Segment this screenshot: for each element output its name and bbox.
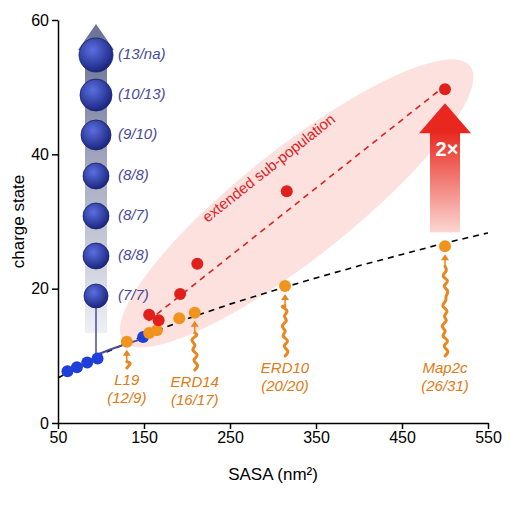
point bbox=[92, 353, 104, 365]
point bbox=[189, 307, 201, 319]
point bbox=[173, 312, 185, 324]
tick-mark bbox=[488, 423, 490, 429]
point bbox=[153, 314, 165, 326]
structure bbox=[127, 362, 130, 368]
globular-label: (7/7) bbox=[118, 286, 149, 303]
tick: 550 bbox=[475, 423, 502, 446]
chart: 50 150 250 350 450 550 0 20 40 60 SASA (nm²) charge… bbox=[0, 0, 511, 510]
pointer-head bbox=[281, 294, 289, 300]
decorations bbox=[78, 23, 504, 384]
protein-counts: (16/17) bbox=[171, 391, 219, 408]
x-axis: 50 150 250 350 450 550 bbox=[50, 423, 502, 446]
tick: 20 bbox=[31, 280, 58, 297]
red-arrow-shaft bbox=[430, 131, 460, 232]
structure bbox=[192, 333, 198, 370]
globular-label: (8/8) bbox=[118, 166, 149, 183]
band bbox=[89, 23, 504, 384]
tick-label: 50 bbox=[50, 429, 68, 446]
x-axis-line bbox=[59, 423, 489, 425]
point bbox=[174, 288, 186, 300]
globular-label: (9/10) bbox=[118, 125, 157, 142]
tick-label: 450 bbox=[389, 429, 416, 446]
point bbox=[121, 336, 133, 348]
point bbox=[439, 240, 451, 252]
tick-label: 150 bbox=[131, 429, 158, 446]
tick-mark bbox=[52, 423, 58, 425]
tick-mark bbox=[52, 154, 58, 156]
pointer-head bbox=[441, 254, 449, 260]
tick-mark bbox=[52, 20, 58, 22]
globular-label: (8/7) bbox=[118, 206, 149, 223]
tick-mark bbox=[144, 423, 146, 429]
point bbox=[281, 185, 293, 197]
y-axis: 0 20 40 60 bbox=[31, 12, 58, 432]
tick-label: 60 bbox=[31, 12, 49, 29]
connector bbox=[95, 308, 97, 354]
protein-name: Map2c bbox=[422, 359, 468, 376]
tick-mark bbox=[316, 423, 318, 429]
tick-label: 0 bbox=[40, 415, 49, 432]
pointer-head bbox=[123, 350, 131, 356]
tick-mark bbox=[230, 423, 232, 429]
protein-counts: (12/9) bbox=[107, 389, 146, 406]
tick: 150 bbox=[131, 423, 158, 446]
structure bbox=[442, 266, 448, 356]
x-axis-title: SASA (nm²) bbox=[228, 465, 318, 484]
tick: 450 bbox=[389, 423, 416, 446]
plot-marks bbox=[58, 83, 488, 378]
red-arrow-head bbox=[419, 103, 471, 133]
protein-name: ERD14 bbox=[171, 373, 219, 390]
y-axis-line bbox=[58, 21, 60, 424]
tick-label: 350 bbox=[303, 429, 330, 446]
y-axis-title: charge state bbox=[9, 175, 28, 269]
protein-counts: (20/20) bbox=[261, 377, 309, 394]
protein-icon bbox=[81, 120, 111, 150]
protein-counts: (26/31) bbox=[421, 377, 469, 394]
pointer-head bbox=[191, 321, 199, 327]
tick: 50 bbox=[50, 423, 68, 446]
trend-line bbox=[58, 233, 488, 378]
point bbox=[151, 324, 163, 336]
point bbox=[191, 258, 203, 270]
texts: SASA (nm²) charge state (13/na) (10/13) (9/1… bbox=[9, 45, 468, 484]
globular-label: (13/na) bbox=[118, 45, 166, 62]
point bbox=[439, 83, 451, 95]
point bbox=[71, 361, 83, 373]
globular-label: (8/8) bbox=[118, 246, 149, 263]
protein-icon bbox=[79, 38, 113, 72]
tick: 40 bbox=[31, 146, 58, 163]
point bbox=[279, 280, 291, 292]
protein-name: ERD10 bbox=[261, 359, 310, 376]
protein-icon bbox=[83, 243, 109, 269]
globular-label: (10/13) bbox=[118, 85, 166, 102]
tick-label: 250 bbox=[217, 429, 244, 446]
tick: 250 bbox=[217, 423, 244, 446]
protein-icon bbox=[83, 163, 109, 189]
tick-mark bbox=[402, 423, 404, 429]
tick: 350 bbox=[303, 423, 330, 446]
protein-icon bbox=[83, 203, 109, 229]
tick-label: 20 bbox=[31, 280, 49, 297]
trend-line bbox=[148, 86, 445, 321]
protein-icon bbox=[80, 79, 112, 111]
point bbox=[81, 357, 93, 369]
tick: 0 bbox=[40, 415, 58, 432]
series-label: extended sub-population bbox=[199, 110, 338, 225]
protein-name: L19 bbox=[114, 371, 140, 388]
fold-label: 2× bbox=[436, 138, 459, 160]
tick-label: 40 bbox=[31, 146, 49, 163]
tick: 60 bbox=[31, 12, 58, 29]
trend-line bbox=[98, 338, 144, 354]
tick-label: 550 bbox=[475, 429, 502, 446]
protein-icon bbox=[84, 284, 108, 308]
structure bbox=[282, 306, 288, 356]
tick-mark bbox=[52, 288, 58, 290]
